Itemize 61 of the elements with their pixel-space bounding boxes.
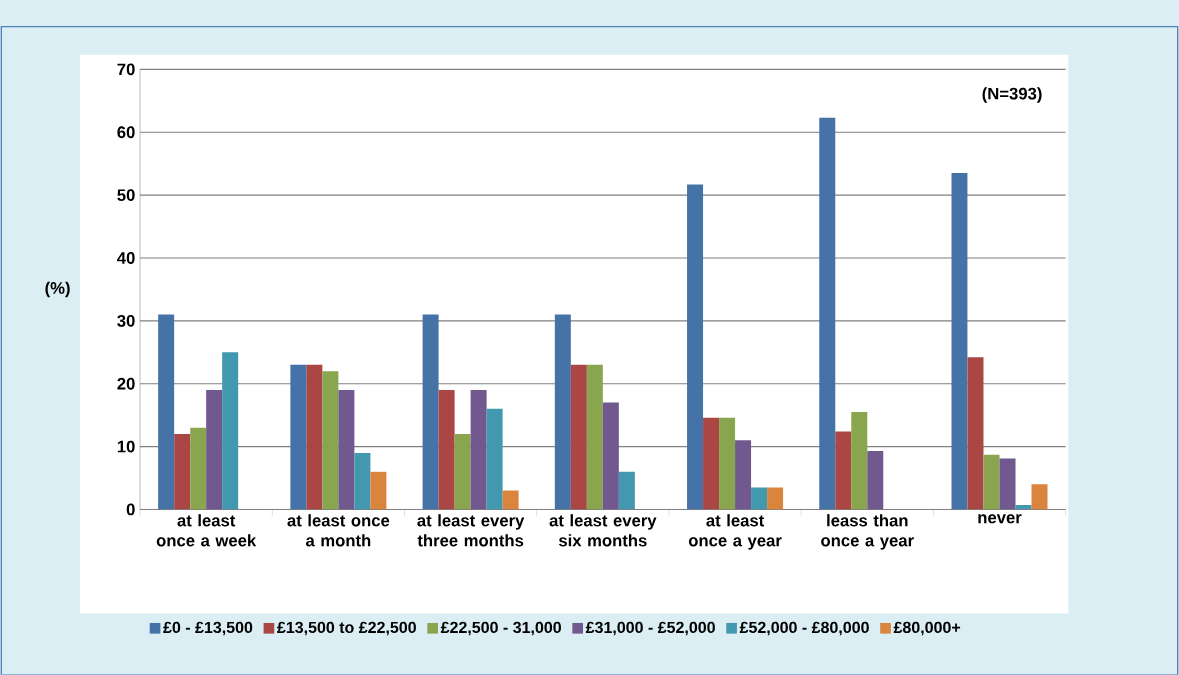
legend-label: £0 - £13,500	[163, 621, 253, 636]
bar	[751, 487, 768, 510]
bar	[819, 117, 836, 510]
bar	[354, 452, 371, 510]
x-tick-label: at least once a month	[287, 514, 390, 547]
bar	[502, 490, 519, 510]
bar	[570, 364, 587, 510]
bar	[703, 417, 720, 510]
bar	[174, 434, 191, 510]
bar	[983, 454, 1000, 510]
y-tick-label: 10	[117, 440, 135, 453]
bar	[470, 390, 487, 510]
bar	[602, 402, 619, 510]
y-tick-label: 20	[117, 377, 135, 390]
bar	[1031, 484, 1048, 510]
x-tick-label: at least every three months	[417, 514, 525, 547]
bar	[1015, 505, 1032, 510]
legend-label: £13,500 to £22,500	[277, 621, 416, 636]
bar	[867, 451, 884, 510]
bar	[999, 458, 1016, 510]
y-tick-label: 40	[117, 252, 135, 264]
bar	[618, 471, 635, 510]
bar	[322, 371, 339, 510]
y-tick-label: 50	[117, 189, 135, 202]
bar	[454, 434, 471, 510]
bar	[735, 440, 752, 510]
bar	[767, 487, 784, 510]
bar	[438, 390, 455, 510]
x-tick-label: at least once a week	[156, 514, 257, 547]
y-tick-label: 30	[117, 315, 135, 327]
bar	[486, 408, 503, 510]
bar	[851, 412, 868, 510]
y-axis-title: (%)	[45, 281, 70, 298]
bar	[951, 173, 968, 510]
bar	[222, 352, 239, 510]
bar	[158, 314, 175, 510]
bar	[370, 471, 387, 510]
bar	[719, 417, 736, 510]
bar	[835, 431, 852, 510]
x-tick-label: never	[978, 514, 1022, 524]
bar	[338, 390, 355, 510]
bar	[554, 314, 571, 510]
annotation: (N=393)	[982, 87, 1042, 103]
legend-label: £52,000 - £80,000	[739, 621, 869, 636]
bar	[422, 314, 439, 510]
bar	[687, 184, 704, 510]
y-tick-label: 0	[126, 503, 135, 516]
bar	[586, 364, 603, 510]
x-tick-label: leass than once a year	[821, 514, 914, 550]
x-tick-label: at least every six months	[549, 514, 657, 547]
legend-label: £22,500 - 31,000	[440, 621, 561, 636]
bar	[967, 357, 984, 510]
legend-label: £31,000 - £52,000	[585, 621, 715, 636]
bar	[206, 390, 223, 510]
bar	[190, 427, 207, 510]
y-tick-label: 70	[117, 63, 135, 76]
x-tick-label: at least once a year	[688, 514, 782, 550]
bar	[306, 364, 323, 510]
legend-label: £80,000+	[893, 621, 961, 636]
bar	[290, 364, 307, 510]
y-tick-label: 60	[117, 126, 135, 139]
